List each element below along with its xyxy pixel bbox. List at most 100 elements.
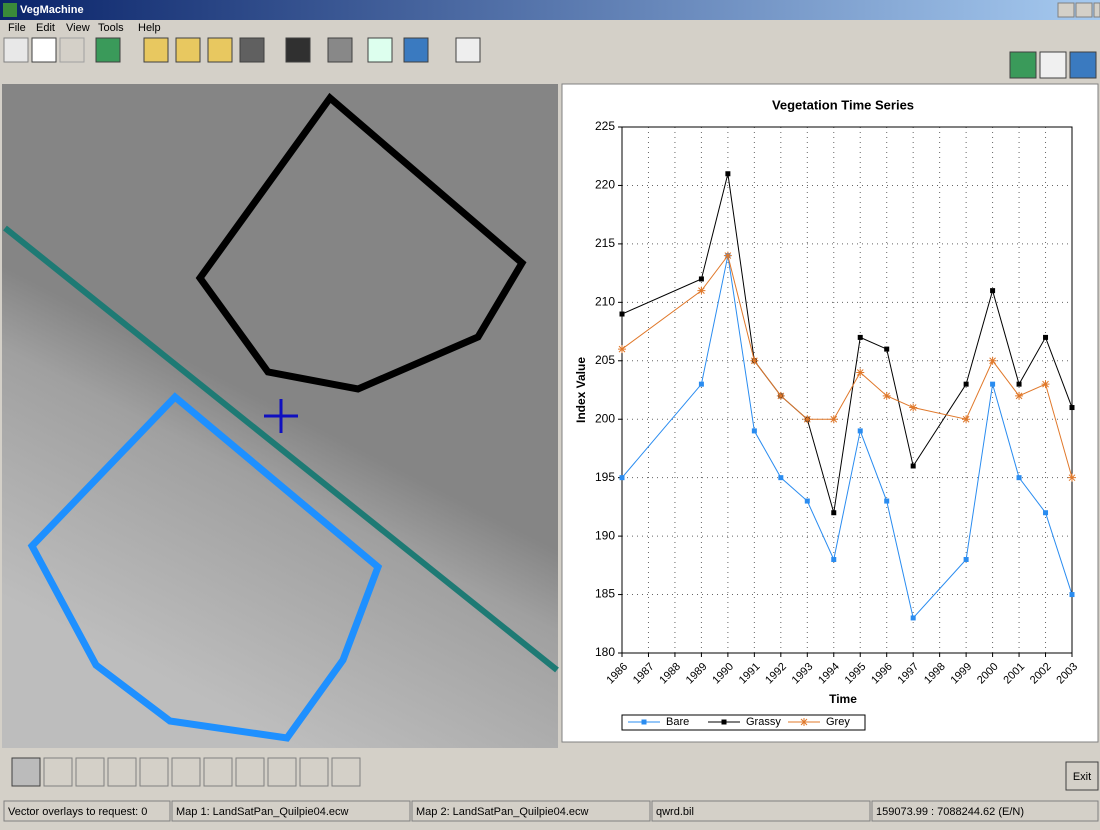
- map-view: [2, 84, 558, 748]
- status-text: Map 1: LandSatPan_Quilpie04.ecw: [176, 806, 349, 818]
- app-window: VegMachine FileEditViewToolsHelp Vegetat…: [0, 0, 1100, 825]
- y-tick-label: 225: [595, 119, 615, 133]
- y-tick-label: 220: [595, 178, 615, 192]
- data-point: [1043, 335, 1048, 340]
- menu-item[interactable]: Help: [138, 22, 161, 34]
- rectangle-button[interactable]: [76, 758, 104, 786]
- title-bar: [0, 0, 1100, 20]
- y-tick-label: 205: [595, 353, 615, 367]
- data-point: [884, 499, 889, 504]
- status-text: Map 2: LandSatPan_Quilpie04.ecw: [416, 806, 589, 818]
- legend-label: Grey: [826, 716, 850, 728]
- pan-tool[interactable]: [4, 38, 28, 62]
- data-point: [805, 499, 810, 504]
- maximize-button[interactable]: [1076, 3, 1092, 17]
- map-tool[interactable]: [1070, 52, 1096, 78]
- data-point: [620, 312, 625, 317]
- chart-tool[interactable]: [1040, 52, 1066, 78]
- data-point: [858, 428, 863, 433]
- graph-button[interactable]: [332, 758, 360, 786]
- menu-item[interactable]: View: [66, 22, 90, 34]
- data-point: [1070, 592, 1075, 597]
- data-point: [1015, 392, 1023, 400]
- data-point: [725, 171, 730, 176]
- data-point: [962, 415, 970, 423]
- excel-tool[interactable]: [1010, 52, 1036, 78]
- save-tool-2[interactable]: [286, 38, 310, 62]
- data-point: [1070, 405, 1075, 410]
- data-point: [699, 276, 704, 281]
- x-axis-label: Time: [829, 692, 857, 706]
- polygon-button[interactable]: [108, 758, 136, 786]
- edit-polygon-button[interactable]: [140, 758, 168, 786]
- data-point: [750, 357, 758, 365]
- close-button[interactable]: [1094, 3, 1100, 17]
- y-tick-label: 185: [595, 587, 615, 601]
- select-tool[interactable]: [60, 38, 84, 62]
- data-point: [858, 335, 863, 340]
- chart-panel: [562, 84, 1098, 742]
- data-point: [856, 368, 864, 376]
- properties-tool[interactable]: [456, 38, 480, 62]
- menu-item[interactable]: Tools: [98, 22, 124, 34]
- data-point: [803, 415, 811, 423]
- data-point: [990, 382, 995, 387]
- legend-label: Grassy: [746, 716, 781, 728]
- info-button[interactable]: [268, 758, 296, 786]
- select-button[interactable]: [12, 758, 40, 786]
- binoculars-tool[interactable]: [328, 38, 352, 62]
- y-tick-label: 210: [595, 295, 615, 309]
- chart-title: Vegetation Time Series: [772, 97, 914, 112]
- color-button[interactable]: [204, 758, 232, 786]
- data-point: [620, 475, 625, 480]
- data-point: [830, 415, 838, 423]
- y-tick-label: 195: [595, 470, 615, 484]
- data-point: [909, 404, 917, 412]
- data-point: [618, 345, 626, 353]
- data-point: [831, 510, 836, 515]
- save-tool[interactable]: [240, 38, 264, 62]
- delete-button[interactable]: [172, 758, 200, 786]
- data-point: [1017, 475, 1022, 480]
- y-tick-label: 190: [595, 528, 615, 542]
- data-point: [964, 557, 969, 562]
- page: VegMachine FileEditViewToolsHelp Vegetat…: [0, 0, 1100, 825]
- status-text: qwrd.bil: [656, 806, 694, 818]
- data-point: [964, 382, 969, 387]
- identify-button[interactable]: [236, 758, 264, 786]
- data-point: [1017, 382, 1022, 387]
- data-point: [1042, 380, 1050, 388]
- toolbar: [4, 38, 1096, 78]
- refresh-tool[interactable]: [368, 38, 392, 62]
- data-point: [884, 347, 889, 352]
- extent-tool[interactable]: [96, 38, 120, 62]
- open-tool[interactable]: [144, 38, 168, 62]
- data-point: [1068, 474, 1076, 482]
- table-button[interactable]: [300, 758, 328, 786]
- data-point: [911, 463, 916, 468]
- data-point: [697, 287, 705, 295]
- y-axis-label: Index Value: [574, 357, 588, 423]
- menu-item[interactable]: Edit: [36, 22, 55, 34]
- data-point: [699, 382, 704, 387]
- minimize-button[interactable]: [1058, 3, 1074, 17]
- data-point: [778, 475, 783, 480]
- data-point: [1043, 510, 1048, 515]
- open-tool-3[interactable]: [208, 38, 232, 62]
- info-tool[interactable]: [404, 38, 428, 62]
- data-point: [777, 392, 785, 400]
- app-icon: [3, 3, 17, 17]
- zoom-tool[interactable]: [32, 38, 56, 62]
- bottom-toolbar: Exit: [12, 758, 1098, 790]
- y-tick-label: 215: [595, 236, 615, 250]
- menu-item[interactable]: File: [8, 22, 26, 34]
- data-point: [752, 428, 757, 433]
- data-point: [883, 392, 891, 400]
- open-tool-2[interactable]: [176, 38, 200, 62]
- legend-marker: [722, 720, 727, 725]
- exit-label[interactable]: Exit: [1073, 771, 1091, 783]
- camera-button[interactable]: [44, 758, 72, 786]
- legend-label: Bare: [666, 716, 689, 728]
- data-point: [724, 252, 732, 260]
- data-point: [989, 357, 997, 365]
